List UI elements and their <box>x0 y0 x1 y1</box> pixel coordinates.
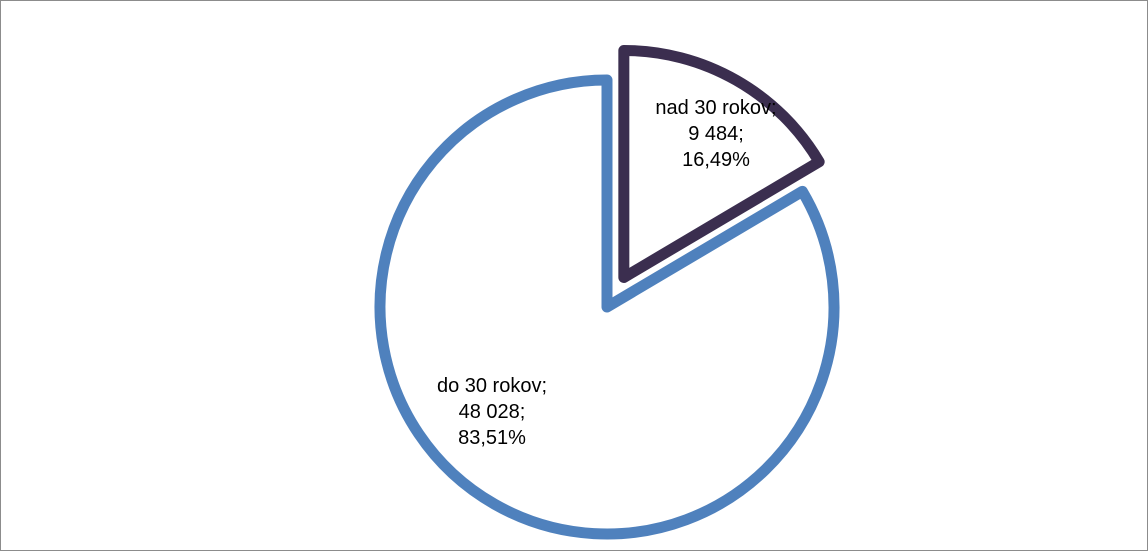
slice-label-line: 83,51% <box>458 427 526 449</box>
pie-slice-do-30-rokov <box>374 74 840 540</box>
slice-label-nad-30-rokov: nad 30 rokov; 9 484; 16,49% <box>655 97 776 171</box>
slice-label-line: 48 028; <box>459 401 526 423</box>
slice-label-line: 16,49% <box>682 149 750 171</box>
slice-label-do-30-rokov: do 30 rokov; 48 028; 83,51% <box>437 375 547 449</box>
pie-slice-nad-30-rokov <box>618 44 825 283</box>
slice-label-line: do 30 rokov; <box>437 375 547 397</box>
slice-label-line: 9 484; <box>688 123 744 145</box>
slice-label-line: nad 30 rokov; <box>655 97 776 119</box>
